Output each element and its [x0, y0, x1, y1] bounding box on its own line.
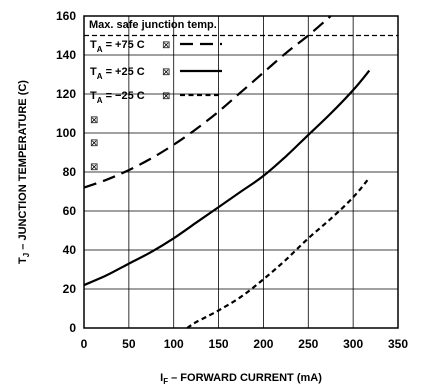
- legend: Max. safe junction temp. TA = +75 C ⊠ TA = …: [89, 19, 222, 173]
- legend-glyph: ⊠: [162, 91, 170, 102]
- legend-label: TA = −25 C: [90, 90, 145, 105]
- y-tick-label: 20: [63, 282, 77, 296]
- y-tick-label: 100: [56, 126, 76, 140]
- legend-label: TA = +25 C: [90, 66, 145, 81]
- legend-label: TA = +75 C: [90, 39, 145, 54]
- x-tick-label: 200: [253, 337, 273, 351]
- y-tick-label: 60: [63, 204, 77, 218]
- grid-lines: [84, 16, 398, 328]
- legend-glyph: ⊠: [162, 40, 170, 51]
- placeholder-glyph: ⊠: [90, 162, 98, 173]
- series-line-dashed: [83, 15, 332, 189]
- legend-glyph: ⊠: [162, 67, 170, 78]
- y-tick-label: 40: [63, 243, 77, 257]
- reference-line-label: Max. safe junction temp.: [89, 19, 217, 31]
- y-tick-label: 120: [56, 87, 76, 101]
- series-line-solid: [83, 69, 371, 287]
- x-tick-label: 0: [81, 337, 88, 351]
- x-tick-labels: 0 50 100 150 200 250 300 350: [81, 337, 409, 351]
- x-tick-label: 300: [343, 337, 363, 351]
- x-tick-label: 100: [164, 337, 184, 351]
- x-axis-title: IF – FORWARD CURRENT (mA): [160, 372, 322, 386]
- placeholder-glyph: ⊠: [90, 138, 98, 149]
- x-tick-label: 150: [209, 337, 229, 351]
- y-tick-label: 0: [69, 321, 76, 335]
- series-line-dotted: [186, 177, 371, 329]
- y-tick-labels: 0 20 40 60 80 100 120 140 160: [56, 9, 76, 335]
- y-tick-label: 160: [56, 9, 76, 23]
- plot-frame: [83, 15, 399, 329]
- y-tick-label: 140: [56, 48, 76, 62]
- x-tick-label: 350: [388, 337, 408, 351]
- series-layer: [83, 15, 371, 329]
- y-tick-label: 80: [63, 165, 77, 179]
- y-axis-title: TJ – JUNCTION TEMPERATURE (C): [17, 80, 31, 264]
- placeholder-glyph: ⊠: [90, 115, 98, 126]
- x-tick-label: 250: [298, 337, 318, 351]
- x-tick-label: 50: [122, 337, 136, 351]
